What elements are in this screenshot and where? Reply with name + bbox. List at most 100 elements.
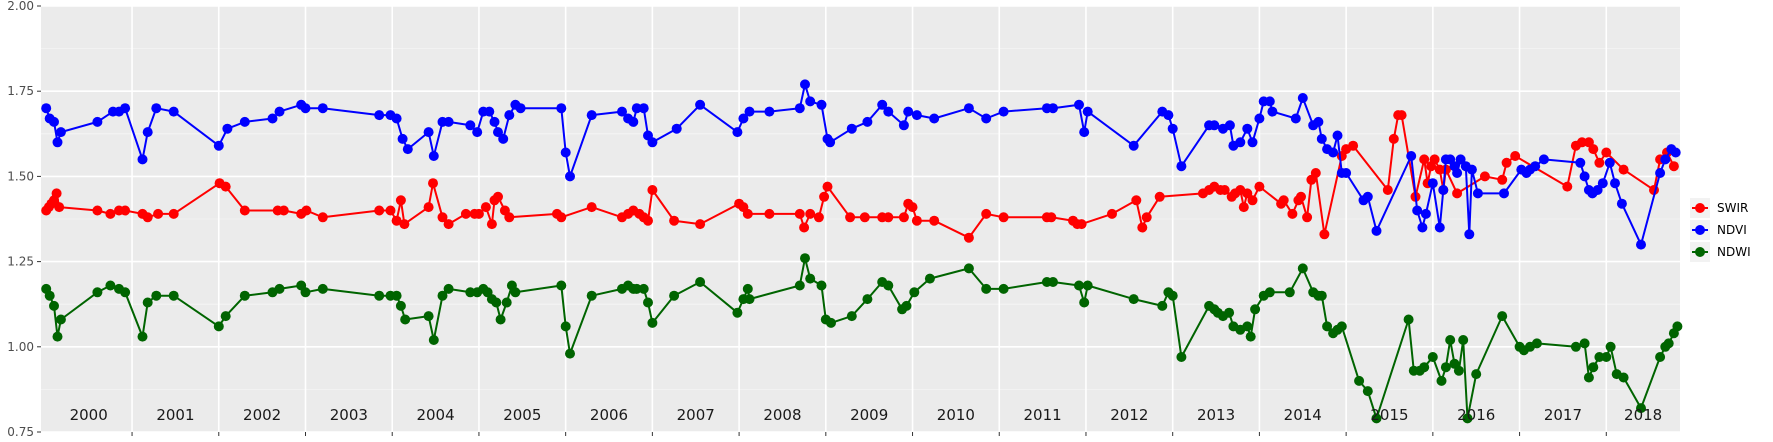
data-point-swir — [643, 215, 653, 226]
data-point-ndwi — [862, 294, 873, 305]
data-point-swir — [54, 202, 65, 213]
data-point-ndwi — [631, 283, 642, 294]
data-point-ndvi — [300, 103, 311, 114]
data-point-ndwi — [1048, 277, 1058, 287]
year-label: 2018 — [1624, 406, 1662, 424]
data-point-swir — [998, 212, 1009, 223]
data-point-swir — [443, 219, 454, 230]
data-point-ndvi — [504, 110, 515, 121]
data-point-ndvi — [1427, 178, 1438, 189]
data-point-ndwi — [423, 311, 434, 322]
data-point-ndwi — [744, 294, 755, 305]
y-axis: 0.75 1.00 1.25 1.50 1.75 2.00 — [7, 0, 41, 439]
data-point-ndvi — [142, 127, 153, 138]
data-point-ndwi — [1588, 362, 1599, 373]
data-point-ndwi — [1079, 297, 1090, 308]
data-point-ndvi — [560, 147, 571, 158]
data-point-ndwi — [1453, 365, 1464, 376]
data-point-ndwi — [695, 277, 706, 287]
data-point-ndvi — [1328, 147, 1339, 158]
data-point-swir — [1219, 185, 1230, 195]
data-point-ndvi — [1538, 154, 1549, 165]
data-point-ndvi — [489, 116, 500, 127]
data-point-swir — [981, 208, 992, 219]
data-point-ndwi — [1583, 372, 1594, 383]
data-point-ndvi — [55, 127, 66, 138]
year-label: 2005 — [503, 406, 541, 424]
data-point-ndvi — [274, 106, 285, 117]
year-label: 2003 — [330, 406, 368, 424]
data-point-ndvi — [617, 106, 627, 117]
data-point-ndvi — [862, 116, 873, 127]
data-point-swir — [1594, 157, 1605, 168]
data-point-ndvi — [911, 110, 922, 121]
year-label: 2008 — [763, 406, 801, 424]
data-point-swir — [1310, 168, 1321, 178]
data-point-ndwi — [1419, 362, 1430, 373]
data-point-ndwi — [732, 307, 743, 318]
series-ndvi — [41, 79, 1681, 250]
data-point-ndvi — [137, 154, 148, 165]
data-point-ndvi — [1438, 185, 1449, 195]
data-point-swir — [1254, 181, 1265, 192]
data-point-swir — [428, 178, 438, 189]
data-point-ndwi — [501, 297, 512, 308]
data-point-swir — [556, 212, 567, 223]
data-point-ndvi — [1048, 103, 1058, 114]
data-point-ndwi — [742, 283, 753, 294]
data-point-swir — [1141, 212, 1152, 223]
data-point-ndwi — [981, 283, 992, 294]
year-label: 2016 — [1457, 406, 1495, 424]
data-point-ndwi — [1531, 338, 1542, 349]
data-point-ndvi — [628, 116, 639, 127]
data-point-ndvi — [1670, 147, 1681, 158]
data-point-ndvi — [1610, 178, 1620, 189]
data-point-ndvi — [883, 106, 894, 117]
data-point-ndwi — [826, 317, 836, 328]
y-tick-label: 2.00 — [7, 0, 34, 13]
data-point-ndvi — [168, 106, 179, 117]
data-point-ndvi — [586, 110, 597, 121]
data-point-ndwi — [805, 273, 816, 284]
data-point-ndwi — [1157, 300, 1168, 311]
data-point-swir — [1588, 144, 1599, 155]
data-point-ndwi — [1316, 290, 1327, 301]
data-point-swir — [399, 219, 410, 230]
year-label: 2014 — [1284, 406, 1322, 424]
data-point-ndvi — [428, 151, 439, 161]
data-point-ndvi — [638, 103, 649, 114]
x-axis — [131, 432, 1607, 436]
data-point-ndvi — [1235, 137, 1246, 148]
data-point-swir — [395, 195, 406, 206]
data-point-ndwi — [105, 280, 116, 291]
data-point-ndvi — [1313, 116, 1324, 127]
data-point-ndvi — [1242, 123, 1253, 134]
data-point-swir — [460, 208, 471, 219]
data-point-ndwi — [1245, 331, 1256, 342]
data-point-ndwi — [1250, 304, 1261, 315]
data-point-swir — [1238, 202, 1249, 213]
data-point-ndvi — [1530, 161, 1541, 172]
data-point-ndwi — [1440, 362, 1451, 373]
data-point-ndvi — [1290, 113, 1301, 124]
data-point-ndwi — [846, 311, 857, 322]
data-point-ndwi — [800, 253, 810, 264]
data-point-ndvi — [1420, 208, 1431, 219]
data-point-swir — [437, 212, 448, 223]
data-point-ndvi — [631, 103, 642, 114]
data-point-ndwi — [55, 314, 66, 325]
data-point-ndvi — [1575, 157, 1586, 168]
data-point-swir — [92, 205, 103, 216]
data-point-ndvi — [1362, 191, 1373, 202]
data-point-swir — [142, 212, 153, 223]
data-point-ndwi — [1128, 294, 1139, 305]
data-point-ndvi — [1616, 198, 1627, 209]
data-point-ndwi — [1264, 287, 1275, 298]
data-point-ndwi — [300, 287, 311, 298]
data-point-swir — [1296, 191, 1306, 202]
data-point-swir — [1287, 208, 1298, 219]
legend-item-ndvi: NDVI — [1690, 220, 1747, 240]
data-point-ndwi — [1371, 413, 1382, 424]
legend-key-point — [1695, 247, 1705, 257]
